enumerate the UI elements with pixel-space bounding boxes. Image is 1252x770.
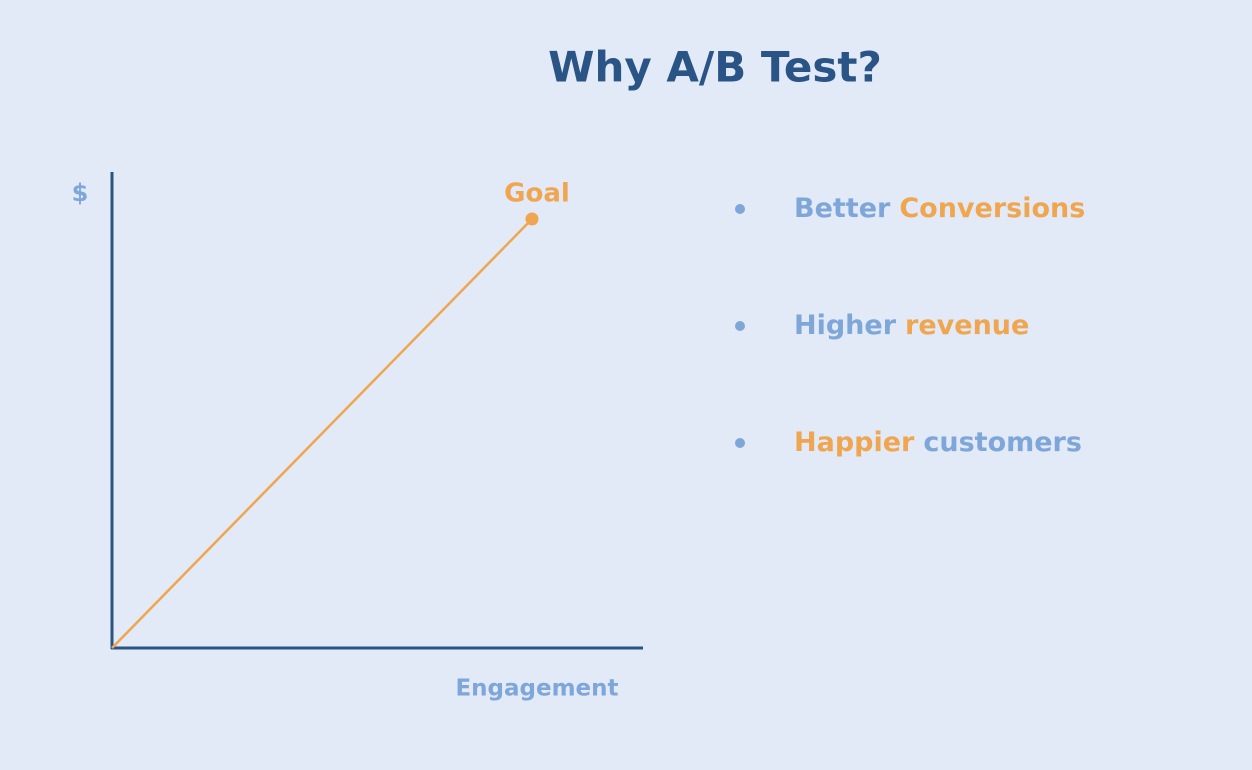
bullet-word: Happier bbox=[794, 427, 915, 458]
bullet-text: Higher revenue bbox=[794, 310, 1029, 341]
goal-dot bbox=[525, 212, 539, 226]
y-axis-label: $ bbox=[72, 179, 89, 207]
bullet-dot bbox=[735, 438, 745, 448]
bullet-dot bbox=[735, 204, 745, 214]
bullet-text: Happier customers bbox=[794, 427, 1082, 458]
bullet-list: Better Conversions Higher revenue Happier cus… bbox=[735, 193, 1085, 458]
bullet-dot bbox=[735, 321, 745, 331]
bullet-word: Better bbox=[794, 193, 891, 224]
x-axis-label: Engagement bbox=[455, 676, 618, 702]
bullet-word: customers bbox=[923, 427, 1082, 458]
slide-title: Why A/B Test? bbox=[548, 43, 882, 92]
bullet-word: Higher bbox=[794, 310, 897, 341]
bullet-word: revenue bbox=[905, 310, 1029, 341]
bullet-text: Better Conversions bbox=[794, 193, 1085, 224]
growth-line bbox=[111, 218, 533, 649]
goal-label: Goal bbox=[504, 179, 570, 209]
bullet-word: Conversions bbox=[899, 193, 1085, 224]
